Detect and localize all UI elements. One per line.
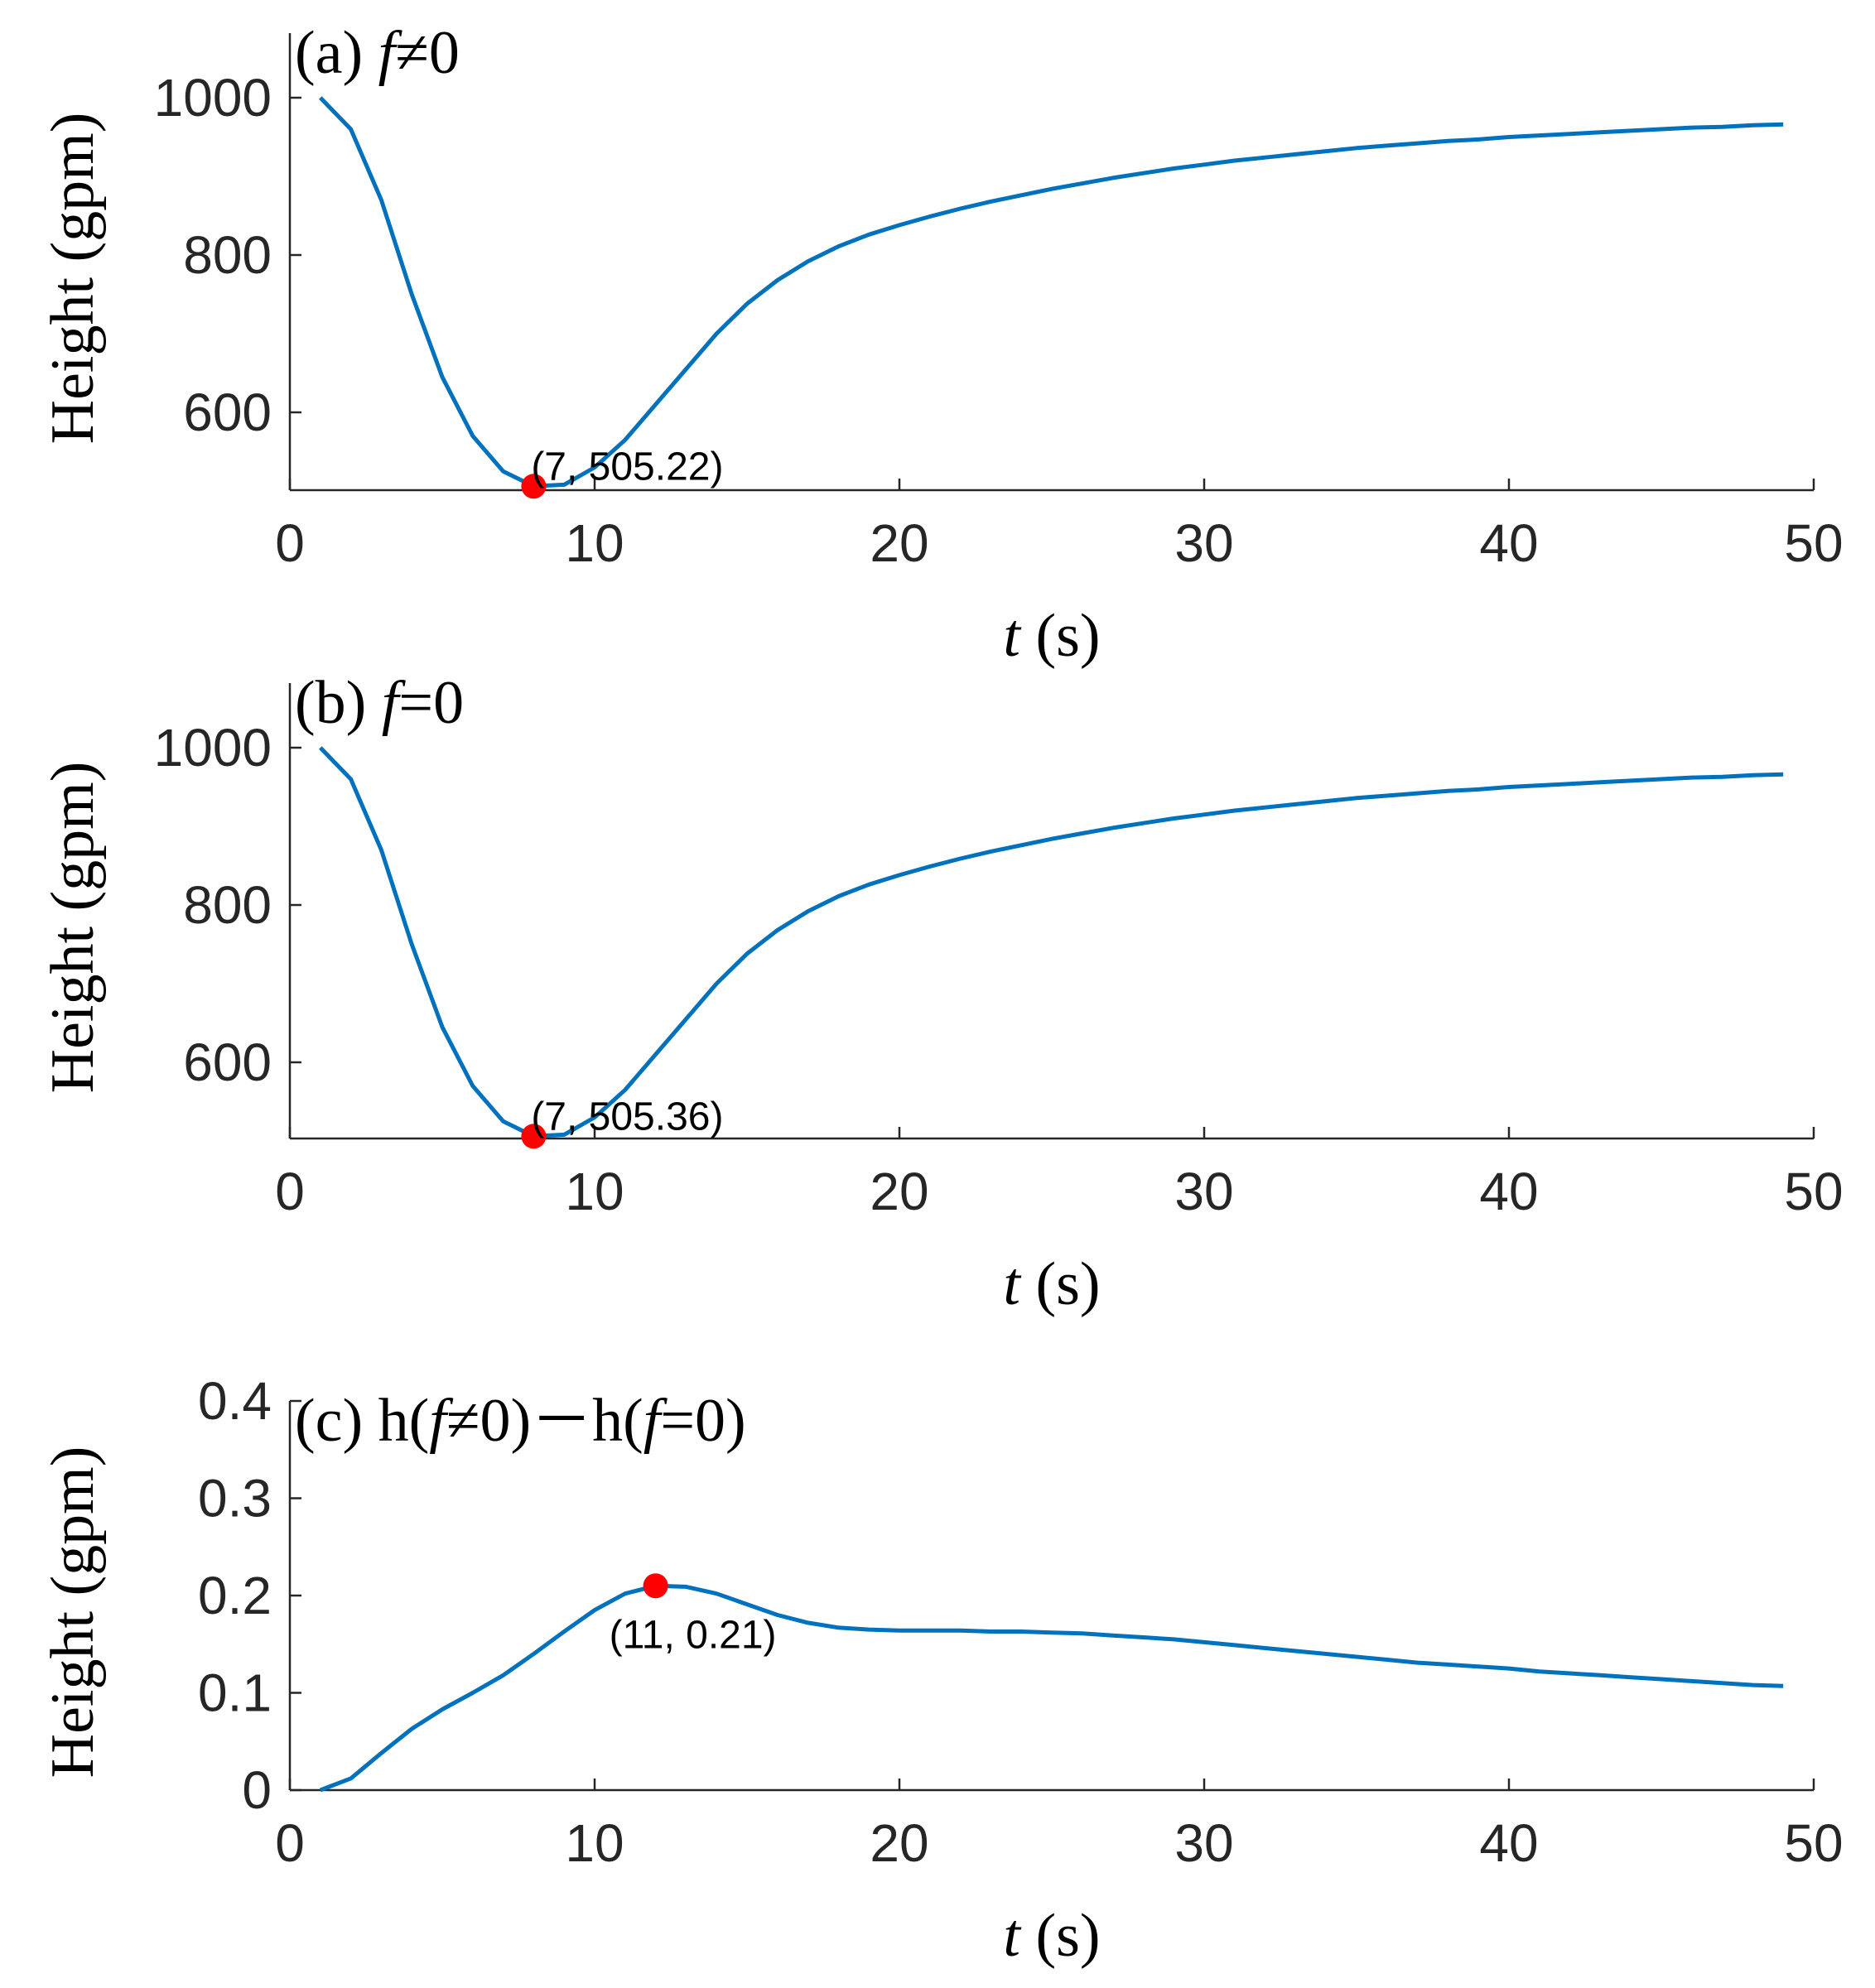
y-axis-label: Height (gpm) xyxy=(39,1446,107,1779)
x-tick-label: 50 xyxy=(1784,1162,1843,1221)
series-line xyxy=(319,1583,1784,1793)
x-axis-label: t (s) xyxy=(1003,602,1100,670)
point-annotation: (7, 505.22) xyxy=(531,445,723,489)
x-axis-label: t (s) xyxy=(1003,1250,1100,1318)
panel-a: 0 10 20 30 40 50 600 800 1000 (7, 505.22) (a) f≠0 t… xyxy=(39,19,1844,670)
x-tick-label: 30 xyxy=(1174,513,1233,573)
series-line xyxy=(319,96,1784,489)
panel-title: (a) f≠0 xyxy=(295,19,460,87)
x-tick-label: 30 xyxy=(1174,1162,1233,1221)
point-annotation: (7, 505.36) xyxy=(531,1095,723,1138)
y-tick-label: 800 xyxy=(183,875,272,935)
highlight-marker xyxy=(521,474,547,499)
x-tick-label: 40 xyxy=(1479,1813,1538,1873)
y-axis-label: Height (gpm) xyxy=(39,762,107,1094)
x-tick-label: 50 xyxy=(1784,513,1843,573)
x-axis-label: t (s) xyxy=(1003,1902,1100,1970)
x-tick-label: 20 xyxy=(870,1162,928,1221)
y-tick-label: 1000 xyxy=(154,68,272,128)
panel-title: (b) f=0 xyxy=(295,669,464,737)
x-tick-label: 50 xyxy=(1784,1813,1843,1873)
y-axis-label: Height (gpm) xyxy=(39,113,107,445)
x-tick-label: 10 xyxy=(565,1813,624,1873)
y-tick-label: 0.4 xyxy=(198,1371,272,1431)
highlight-marker xyxy=(521,1124,547,1149)
x-tick-label: 20 xyxy=(870,1813,928,1873)
y-tick-label: 600 xyxy=(183,1033,272,1092)
panel-c: 0 10 20 30 40 50 0 0.1 0.2 0.3 0.4 (11, 0.21) (c) h(… xyxy=(39,1371,1844,1970)
x-tick-label: 30 xyxy=(1174,1813,1233,1873)
x-tick-label: 0 xyxy=(275,513,305,573)
series-line xyxy=(319,746,1784,1138)
y-tick-label: 0.3 xyxy=(198,1469,272,1528)
y-tick-label: 600 xyxy=(183,383,272,442)
x-tick-label: 40 xyxy=(1479,513,1538,573)
x-tick-label: 0 xyxy=(275,1813,305,1873)
panel-b: 0 10 20 30 40 50 600 800 1000 (7, 505.36) (b) f=0 t… xyxy=(39,669,1844,1318)
y-tick-label: 800 xyxy=(183,225,272,285)
highlight-marker xyxy=(643,1573,668,1599)
y-tick-label: 0.2 xyxy=(198,1566,272,1625)
x-tick-label: 0 xyxy=(275,1162,305,1221)
x-tick-label: 10 xyxy=(565,513,624,573)
x-tick-label: 10 xyxy=(565,1162,624,1221)
point-annotation: (11, 0.21) xyxy=(610,1613,777,1657)
y-tick-label: 1000 xyxy=(154,718,272,777)
y-tick-label: 0.1 xyxy=(198,1663,272,1723)
y-tick-label: 0 xyxy=(242,1760,272,1820)
x-tick-label: 40 xyxy=(1479,1162,1538,1221)
x-tick-label: 20 xyxy=(870,513,928,573)
panel-title: (c) h(f≠0)－h(f=0) xyxy=(295,1387,746,1455)
